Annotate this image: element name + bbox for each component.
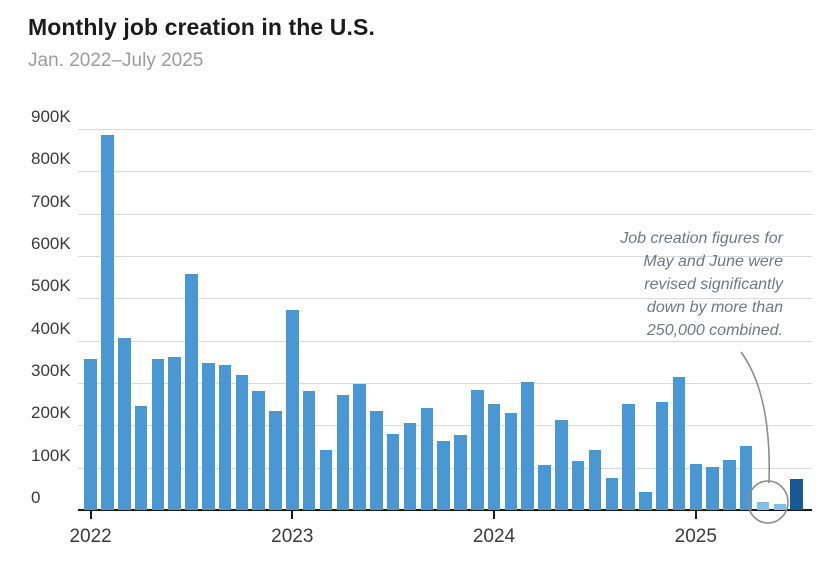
x-axis-tick-2022 <box>89 511 92 519</box>
bar-Aug-2023 <box>403 423 417 510</box>
x-axis-label-2022: 2022 <box>69 526 112 547</box>
y-axis-label-400K: 400K <box>31 318 71 338</box>
bar-Sep-2024 <box>622 404 635 510</box>
bar-May-2023 <box>353 384 366 510</box>
chart-title: Monthly job creation in the U.S. <box>28 14 375 40</box>
y-axis-label-500K: 500K <box>31 276 71 296</box>
gridline-200K <box>78 425 812 427</box>
bar-Dec-2024 <box>672 376 686 510</box>
y-axis-label-800K: 800K <box>31 149 71 169</box>
bar-Jan-2025 <box>689 463 702 510</box>
bar-Jan-2022 <box>84 359 97 510</box>
bar-Sep-2023 <box>420 408 433 510</box>
bar-Mar-2022 <box>118 338 131 510</box>
bar-Jul-2022 <box>185 274 198 510</box>
gridline-800K <box>78 171 812 173</box>
x-axis-tick-2024 <box>493 511 495 519</box>
gridline-600K <box>78 256 812 257</box>
bar-Aug-2022 <box>202 363 215 510</box>
y-axis-label-200K: 200K <box>31 403 71 423</box>
bar-Nov-2022 <box>252 390 265 510</box>
bar-Nov-2023 <box>454 434 467 510</box>
x-axis-label-2023: 2023 <box>271 526 314 547</box>
bar-Oct-2024 <box>639 492 652 510</box>
x-axis-label-2024: 2024 <box>472 526 516 547</box>
y-axis-label-600K: 600K <box>31 234 71 253</box>
bar-Apr-2022 <box>134 405 148 510</box>
annotation-line: Job creation figures for <box>620 230 783 247</box>
bar-May-2022 <box>151 359 165 510</box>
gridline-700K <box>78 213 812 215</box>
bar-Mar-2025 <box>723 459 736 510</box>
bar-Apr-2024 <box>538 464 551 510</box>
bar-Jul-2023 <box>386 433 400 510</box>
bar-Aug-2024 <box>605 477 618 510</box>
bar-Oct-2023 <box>437 441 450 510</box>
bar-Apr-2023 <box>336 394 349 510</box>
bar-Feb-2023 <box>302 390 316 510</box>
bar-Mar-2024 <box>521 381 534 510</box>
bar-Dec-2023 <box>471 389 484 510</box>
y-axis-label-300K: 300K <box>31 361 71 380</box>
gridline-300K <box>78 383 812 384</box>
y-axis-label-100K: 100K <box>31 445 71 465</box>
annotation-line: 250,000 combined. <box>646 322 783 339</box>
y-axis-label-700K: 700K <box>31 191 71 211</box>
bar-Dec-2022 <box>269 410 282 510</box>
x-axis-label-2025: 2025 <box>674 526 717 547</box>
bar-Jul-2024 <box>588 449 602 510</box>
bar-Jul-2025 <box>790 479 803 510</box>
bar-May-2024 <box>555 419 568 510</box>
bar-Oct-2022 <box>235 375 249 510</box>
annotation-line: down by more than <box>646 299 783 316</box>
gridline-500K <box>78 298 812 300</box>
x-axis-tick-2025 <box>694 511 697 519</box>
bar-Nov-2024 <box>655 401 669 510</box>
annotation-text: Job creation figures for May and June wer… <box>513 227 783 342</box>
bar-Jun-2023 <box>370 410 383 510</box>
bar-May-2025 <box>756 502 770 510</box>
y-axis-label-900K: 900K <box>31 107 71 126</box>
bar-Jun-2024 <box>571 460 585 510</box>
bar-Feb-2025 <box>706 467 719 510</box>
gridline-400K <box>78 340 812 342</box>
chart-subtitle: Jan. 2022–July 2025 <box>28 50 204 71</box>
gridline-900K <box>78 129 812 130</box>
bar-Jun-2025 <box>773 504 787 510</box>
bar-Feb-2022 <box>101 134 114 510</box>
bar-Jun-2022 <box>168 356 181 510</box>
bar-Jan-2023 <box>286 310 299 510</box>
bar-Apr-2025 <box>739 445 753 510</box>
x-axis-line <box>78 509 812 511</box>
bar-Feb-2024 <box>504 412 518 510</box>
y-axis-label-0: 0 <box>31 488 41 507</box>
bar-Jan-2024 <box>487 404 501 510</box>
bar-Sep-2022 <box>218 364 232 510</box>
bar-Mar-2023 <box>319 449 333 510</box>
annotation-line: revised significantly <box>644 276 783 293</box>
annotation-line: May and June were <box>643 253 783 270</box>
x-axis-tick-2023 <box>291 511 294 519</box>
